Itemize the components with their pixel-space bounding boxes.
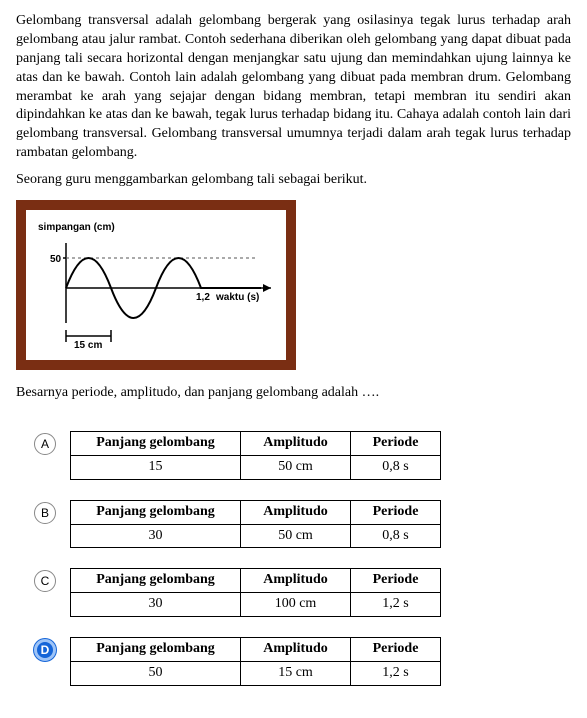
- table-cell: 50 cm: [241, 524, 351, 548]
- option-letter[interactable]: B: [34, 502, 56, 524]
- intro-text: Seorang guru menggambarkan gelombang tal…: [16, 171, 571, 190]
- x-axis-label: waktu (s): [215, 292, 259, 303]
- marker-label: 15 cm: [74, 340, 102, 351]
- option-letter[interactable]: A: [34, 433, 56, 455]
- table-cell: 30: [71, 593, 241, 617]
- table-header: Amplitudo: [241, 431, 351, 455]
- y-tick-label: 50: [50, 254, 62, 265]
- question-text: Besarnya periode, amplitudo, dan panjang…: [16, 384, 571, 403]
- table-cell: 50: [71, 662, 241, 686]
- table-header: Periode: [351, 431, 441, 455]
- option-table: Panjang gelombangAmplitudoPeriode 5015 cm…: [70, 637, 441, 686]
- passage-text: Gelombang transversal adalah gelombang b…: [16, 12, 571, 163]
- options-list: APanjang gelombangAmplitudoPeriode1550 c…: [16, 431, 571, 686]
- table-header: Panjang gelombang: [71, 500, 241, 524]
- wave-diagram: simpangan (cm) 50 1,2 waktu (s) 15 cm: [16, 200, 296, 370]
- table-header: Periode: [351, 569, 441, 593]
- table-cell: 0,8 s: [351, 524, 441, 548]
- table-cell: 15 cm: [241, 662, 351, 686]
- option-row[interactable]: D Panjang gelombangAmplitudoPeriode 5015 c…: [34, 637, 571, 686]
- y-axis-label: simpangan (cm): [38, 222, 115, 233]
- table-header: Panjang gelombang: [71, 638, 241, 662]
- table-header: Panjang gelombang: [71, 431, 241, 455]
- table-header: Periode: [351, 638, 441, 662]
- option-row[interactable]: C Panjang gelombangAmplitudoPeriode 30100 …: [34, 568, 571, 617]
- table-cell: 0,8 s: [351, 455, 441, 479]
- table-cell: 100 cm: [241, 593, 351, 617]
- table-cell: 1,2 s: [351, 662, 441, 686]
- table-header: Amplitudo: [241, 569, 351, 593]
- table-header: Panjang gelombang: [71, 569, 241, 593]
- x-tick-label: 1,2: [196, 292, 210, 303]
- table-cell: 50 cm: [241, 455, 351, 479]
- table-cell: 30: [71, 524, 241, 548]
- option-letter[interactable]: C: [34, 570, 56, 592]
- table-header: Periode: [351, 500, 441, 524]
- option-letter[interactable]: D: [34, 639, 56, 661]
- option-table: Panjang gelombangAmplitudoPeriode 30100 c…: [70, 568, 441, 617]
- table-cell: 1,2 s: [351, 593, 441, 617]
- option-row[interactable]: B Panjang gelombangAmplitudoPeriode 3050 c…: [34, 500, 571, 549]
- table-header: Amplitudo: [241, 638, 351, 662]
- option-row[interactable]: A Panjang gelombangAmplitudoPeriode 1550 c…: [34, 431, 571, 480]
- table-cell: 15: [71, 455, 241, 479]
- option-table: Panjang gelombangAmplitudoPeriode 1550 cm…: [70, 431, 441, 480]
- option-table: Panjang gelombangAmplitudoPeriode 3050 cm…: [70, 500, 441, 549]
- table-header: Amplitudo: [241, 500, 351, 524]
